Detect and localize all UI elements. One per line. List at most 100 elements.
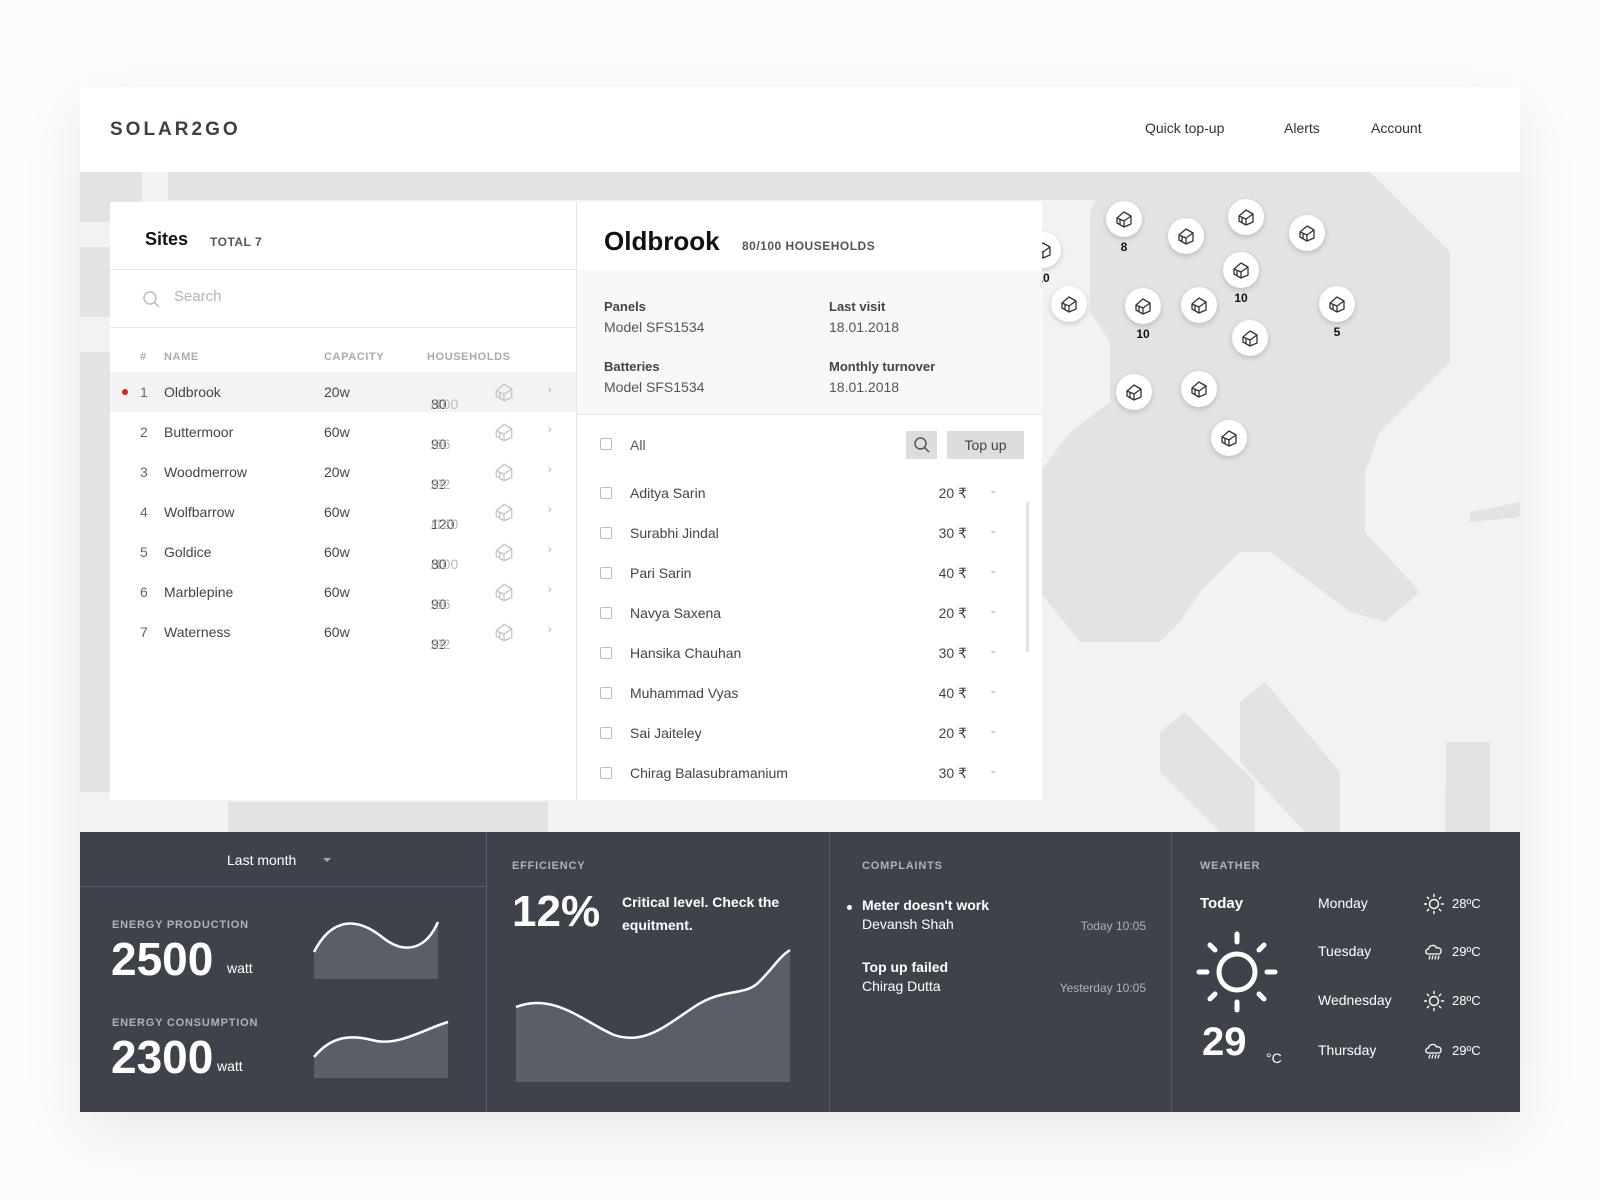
site-capacity: 60w [324,584,350,600]
site-row[interactable]: 2 Buttermoor 60w 90/96 › [110,412,576,452]
house-icon [493,461,515,486]
household-row[interactable]: Navya Saxena 20 ₹ ⌄ [577,593,1042,633]
household-row[interactable]: Hansika Chauhan 30 ₹ ⌄ [577,633,1042,673]
site-row[interactable]: 3 Woodmerrow 20w 92/92 › [110,452,576,492]
site-map-pin[interactable] [1181,371,1217,407]
household-row[interactable]: Surabhi Jindal 30 ₹ ⌄ [577,513,1042,553]
household-row[interactable]: Chirag Balasubramanium 30 ₹ ⌄ [577,753,1042,793]
nav-quick-top-up[interactable]: Quick top-up [1145,120,1225,136]
household-amount: 40 ₹ [938,685,967,701]
pin-count-label: 8 [1120,240,1128,254]
col-name[interactable]: NAME [164,351,199,363]
nav-alerts[interactable]: Alerts [1284,120,1320,136]
info-label: Panels [604,299,646,314]
detail-title: Oldbrook [604,226,720,256]
household-row[interactable]: Muhammad Vyas 40 ₹ ⌄ [577,673,1042,713]
col-households[interactable]: HOUSEHOLDS [427,351,511,363]
detail-subtitle: 80/100 HOUSEHOLDS [742,239,876,253]
house-icon [493,381,515,406]
household-checkbox[interactable] [600,647,612,659]
period-selector[interactable]: Last month [80,832,486,887]
site-row[interactable]: 4 Wolfbarrow 60w 120/120 › [110,492,576,532]
site-row[interactable]: 6 Marblepine 60w 90/96 › [110,572,576,612]
chevron-down-icon[interactable]: ⌄ [989,645,998,656]
complaint-title[interactable]: Top up failed [862,959,949,975]
site-capacity: 60w [324,504,350,520]
period-label[interactable]: Last month [227,852,297,868]
house-icon [493,541,515,566]
complaint-title[interactable]: Meter doesn't work [862,897,990,913]
chevron-down-icon[interactable]: ⌄ [989,485,998,496]
households-total: /100 [431,556,459,572]
household-search-button[interactable] [906,431,937,459]
site-map-pin[interactable] [1106,201,1142,237]
chevron-right-icon[interactable]: › [548,624,552,636]
efficiency-message: Critical level. Check the equitment. [622,894,780,933]
select-all-checkbox[interactable] [600,438,612,450]
site-name: Oldbrook [164,384,221,400]
households-used: 92 [431,636,447,652]
household-list: Aditya Sarin 20 ₹ ⌄ Surabhi Jindal 30 ₹ … [577,473,1042,793]
col-capacity[interactable]: CAPACITY [324,351,385,363]
household-row[interactable]: Pari Sarin 40 ₹ ⌄ [577,553,1042,593]
chevron-right-icon[interactable]: › [548,504,552,516]
consumption-sparkline [313,1020,449,1078]
sites-title: Sites [145,229,189,249]
chevron-right-icon[interactable]: › [548,584,552,596]
household-row[interactable]: Sai Jaiteley 20 ₹ ⌄ [577,713,1042,753]
site-capacity: 60w [324,624,350,640]
chevron-right-icon[interactable]: › [548,464,552,476]
chevron-down-icon[interactable] [323,858,331,862]
site-map-pin[interactable] [1168,218,1204,254]
household-row[interactable]: Aditya Sarin 20 ₹ ⌄ [577,473,1042,513]
site-index: 4 [140,504,148,520]
complaint-name: Chirag Dutta [862,978,941,994]
chevron-down-icon[interactable]: ⌄ [989,725,998,736]
chevron-down-icon[interactable]: ⌄ [989,765,998,776]
site-map-pin[interactable] [1289,215,1325,251]
weather-today-unit: °C [1266,1050,1282,1066]
household-checkbox[interactable] [600,487,612,499]
site-map-pin[interactable] [1232,320,1268,356]
site-map-pin[interactable] [1181,287,1217,323]
household-checkbox[interactable] [600,767,612,779]
site-map-pin[interactable] [1228,199,1264,235]
scrollbar[interactable] [1026,502,1029,652]
weather-today-temp: 29 [1202,1020,1247,1064]
site-map-pin[interactable] [1051,286,1087,322]
site-row[interactable]: 5 Goldice 60w 80/100 › [110,532,576,572]
chevron-right-icon[interactable]: › [548,384,552,396]
chevron-down-icon[interactable]: ⌄ [989,605,998,616]
site-map-pin[interactable] [1319,286,1355,322]
site-capacity: 20w [324,464,350,480]
site-map-pin[interactable] [1116,374,1152,410]
chevron-right-icon[interactable]: › [548,544,552,556]
efficiency-value: 12% [512,887,601,936]
site-row[interactable]: 7 Waterness 60w 92/92 › [110,612,576,652]
site-map-pin[interactable] [1223,252,1259,288]
top-up-button[interactable]: Top up [947,431,1024,459]
chevron-right-icon[interactable]: › [548,424,552,436]
chevron-down-icon[interactable]: ⌄ [989,685,998,696]
forecast-temp: 29ºC [1452,944,1481,959]
nav-account[interactable]: Account [1371,120,1422,136]
rain-icon [1423,1040,1445,1067]
forecast-day-name: Tuesday [1318,943,1372,959]
search-icon [143,291,160,313]
weather-today-label: Today [1200,895,1244,912]
site-map-pin[interactable] [1211,420,1247,456]
site-row[interactable]: 1 Oldbrook 20w 80/100 › [110,372,576,412]
site-map-pin[interactable] [1125,288,1161,324]
household-checkbox[interactable] [600,527,612,539]
info-monthly-turnover: Monthly turnover 18.01.2018 [829,359,935,395]
brand-logo[interactable]: SOLAR2GO [110,119,241,140]
household-checkbox[interactable] [600,567,612,579]
household-checkbox[interactable] [600,607,612,619]
household-checkbox[interactable] [600,727,612,739]
search-input[interactable] [174,288,534,305]
chevron-down-icon[interactable]: ⌄ [989,565,998,576]
household-checkbox[interactable] [600,687,612,699]
dashboard: Last month ENERGY PRODUCTION 2500 watt E… [80,832,1520,1112]
sites-total: TOTAL 7 [210,235,263,249]
chevron-down-icon[interactable]: ⌄ [989,525,998,536]
